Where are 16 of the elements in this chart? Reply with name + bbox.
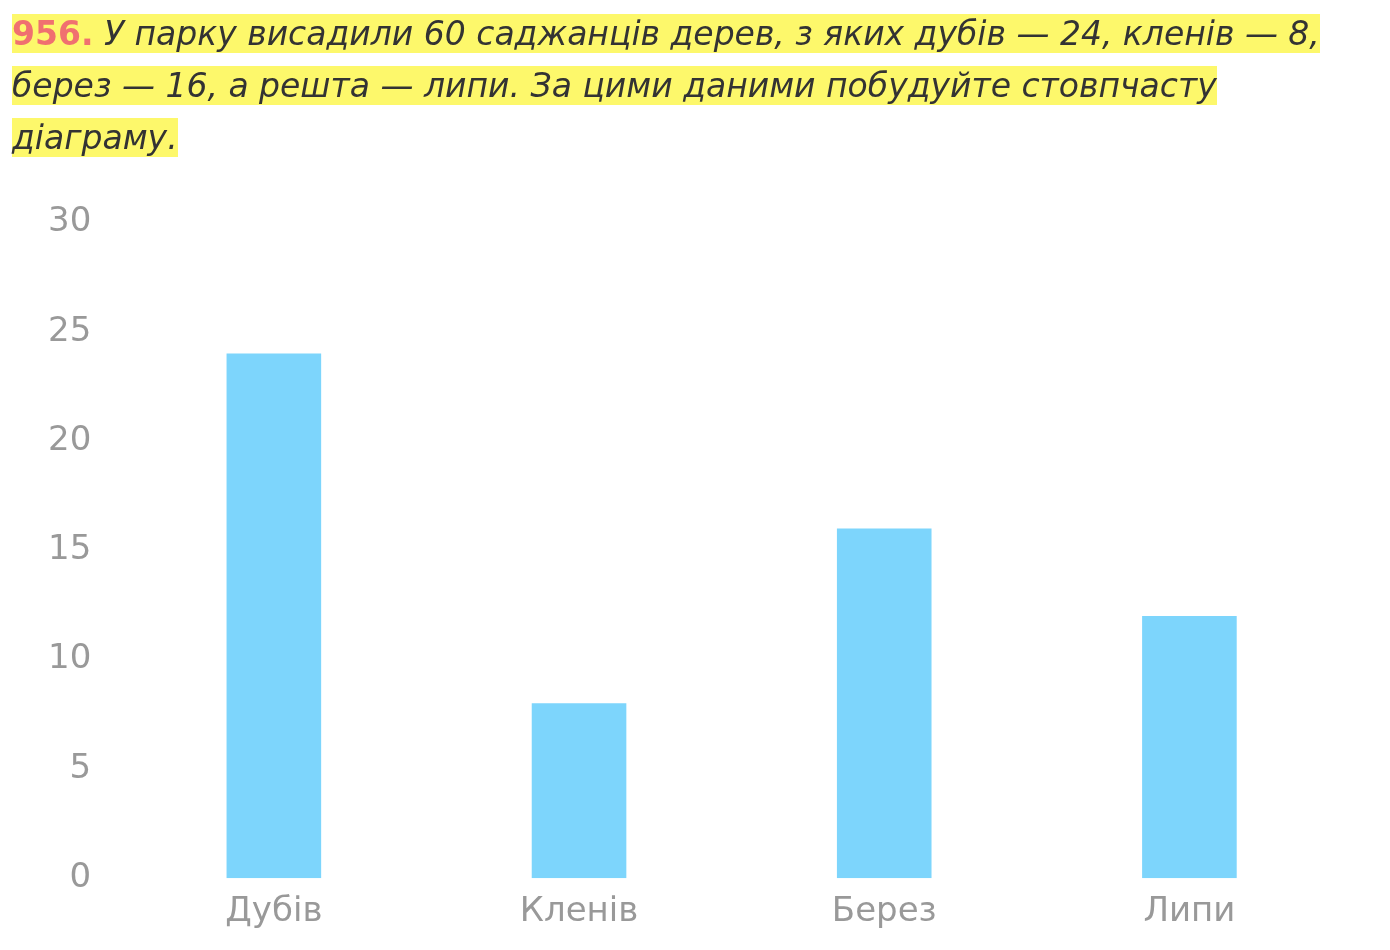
- bar: [1142, 615, 1237, 879]
- bar: [226, 353, 322, 879]
- y-tick-label: 25: [48, 308, 92, 349]
- y-tick-label: 20: [48, 417, 92, 458]
- x-tick-label: Липи: [1143, 889, 1236, 930]
- x-tick-label: Дубів: [225, 889, 323, 930]
- y-tick-label: 5: [69, 745, 92, 786]
- chart-title: 956. У парку висадили 60 саджанців дерев, з яких дубів — 24, кленів — 8, берез — 16, а решта — липи. За цими даними побудуйте стовпчасту діаграму.: [12, 14, 1320, 157]
- y-tick-label: 15: [48, 527, 92, 568]
- bar: [531, 703, 627, 879]
- x-tick-label: Кленів: [519, 889, 639, 930]
- bar: [836, 528, 932, 879]
- y-tick-label: 0: [69, 855, 92, 896]
- y-tick-label: 10: [48, 636, 92, 677]
- y-tick-label: 30: [48, 199, 92, 240]
- x-tick-label: Берез: [831, 889, 937, 930]
